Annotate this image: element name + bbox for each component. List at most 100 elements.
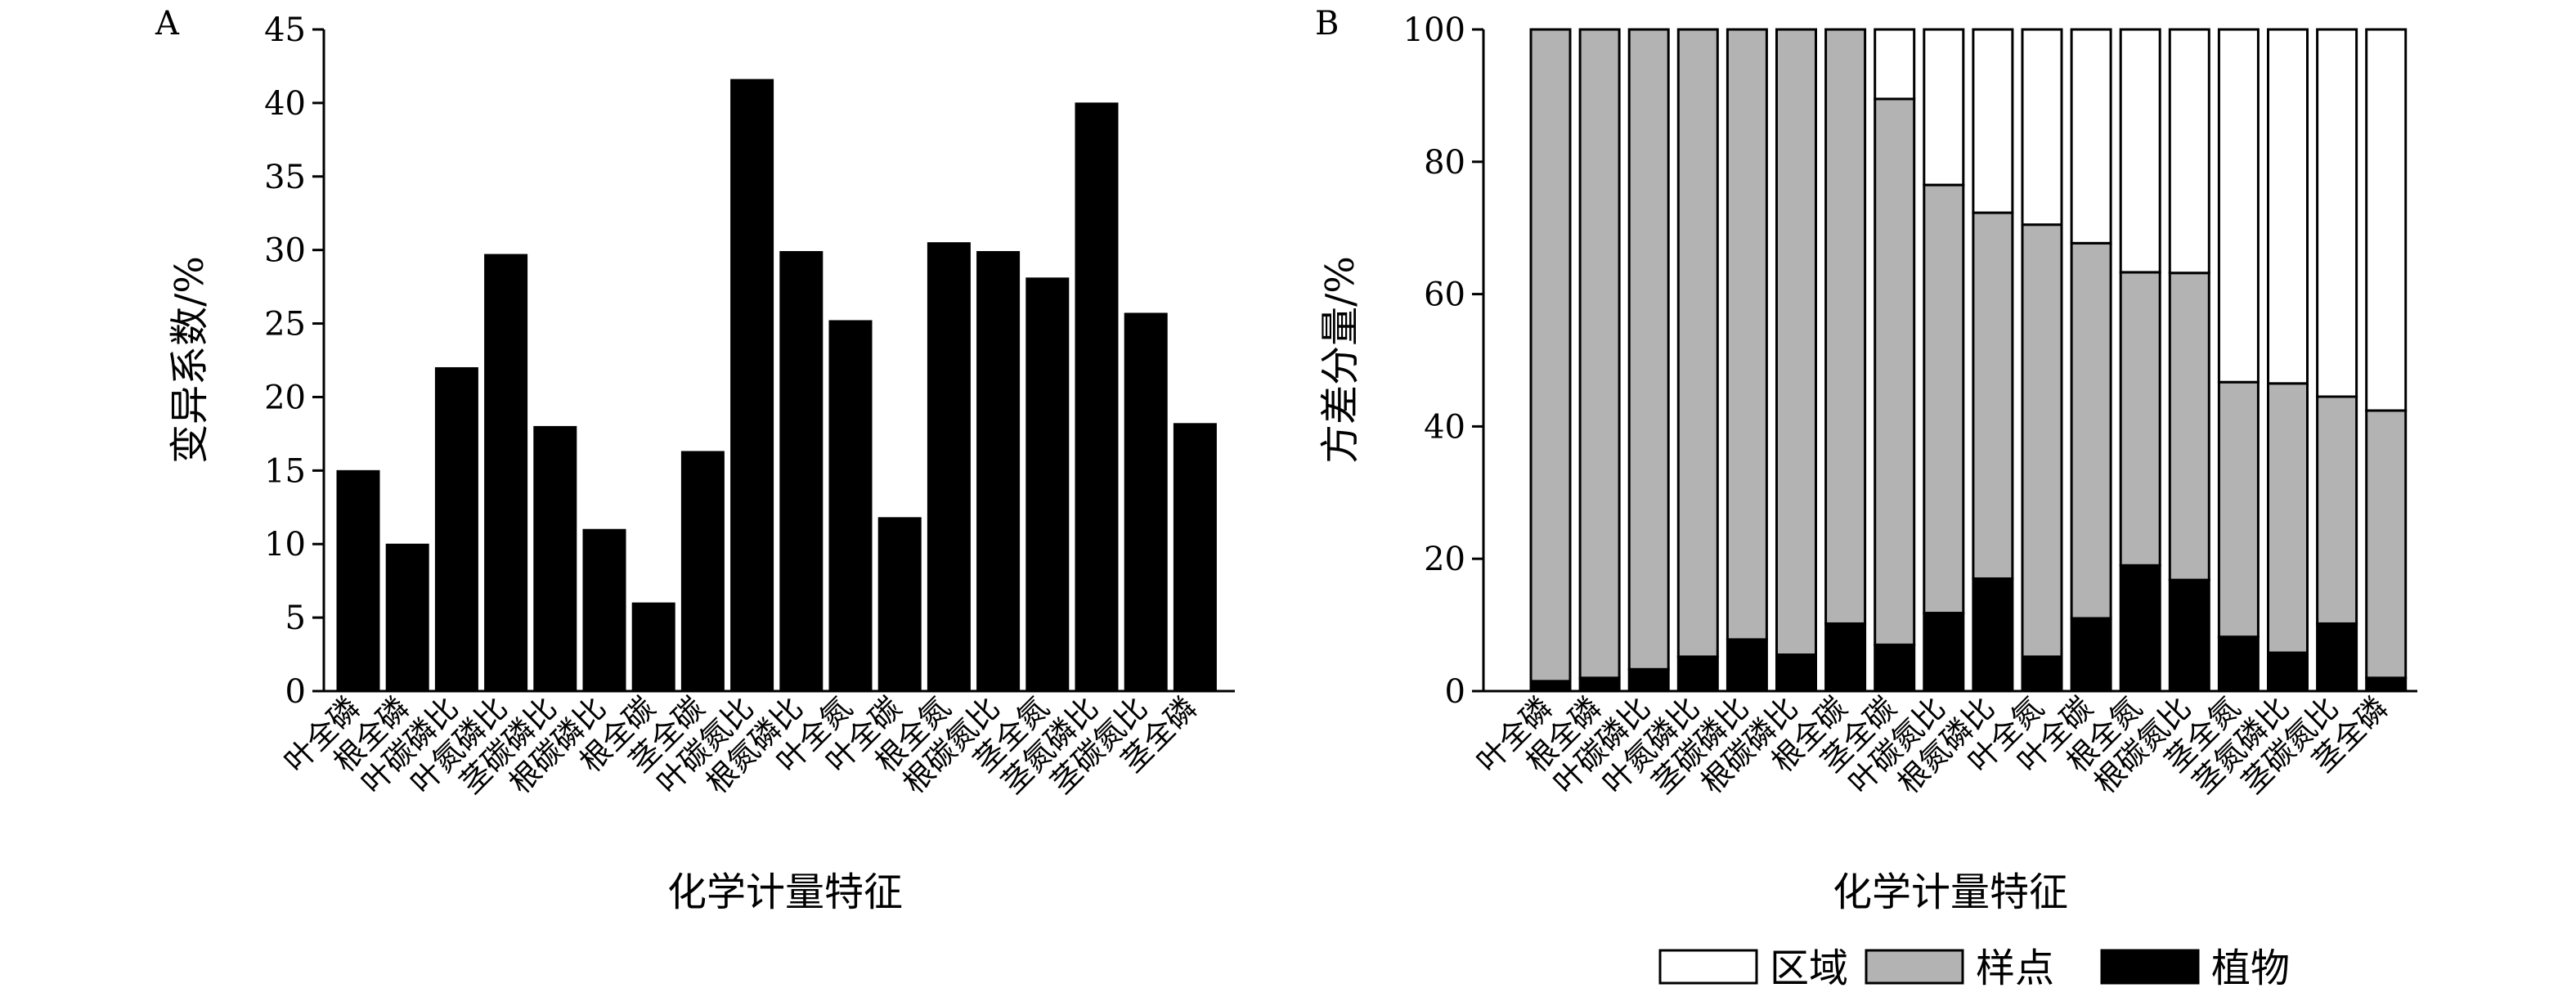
panel-a-y-tick-label: 20 bbox=[264, 379, 306, 416]
panel-a-bar bbox=[582, 528, 626, 692]
panel-b-bar-segment bbox=[2070, 241, 2112, 620]
panel-b-bar-segment bbox=[1676, 655, 1719, 693]
panel-b-y-tick-label: 100 bbox=[1403, 11, 1465, 49]
panel-b-y-tick-label: 0 bbox=[1445, 673, 1465, 711]
panel-b-bar-segment bbox=[1824, 28, 1867, 625]
panel-b-bar-segment bbox=[2021, 28, 2063, 227]
panel-b-bar-segment bbox=[1627, 28, 1670, 671]
panel-a-bar bbox=[434, 366, 478, 692]
panel-b-bar-segment bbox=[2267, 28, 2309, 385]
panel-a-y-tick-label: 35 bbox=[264, 159, 306, 196]
panel-a-label: A bbox=[155, 5, 180, 43]
panel-b-bar-segment bbox=[2119, 28, 2161, 274]
panel-b-bar-segment bbox=[1676, 28, 1719, 658]
panel-b-bar-segment bbox=[1923, 612, 1965, 693]
panel-b-bar-segment bbox=[2217, 380, 2260, 639]
panel-b-bar-segment bbox=[1824, 622, 1867, 693]
panel-b-y-tick-label: 40 bbox=[1424, 408, 1465, 446]
panel-a-bars bbox=[336, 79, 1217, 692]
panel-b-bar-segment bbox=[2119, 271, 2161, 567]
panel-b-bar-segment bbox=[2316, 622, 2358, 693]
panel-b-bar-segment bbox=[1775, 653, 1817, 693]
panel-b-bar-segment bbox=[1726, 28, 1768, 641]
panel-a-bar bbox=[730, 79, 774, 692]
panel-a-bar bbox=[779, 250, 824, 692]
panel-a-bar bbox=[976, 250, 1021, 692]
panel-a-y-tick-label: 25 bbox=[264, 306, 306, 344]
panel-a-bar bbox=[484, 254, 528, 692]
panel-b-bar-segment bbox=[2267, 651, 2309, 693]
legend-swatch bbox=[1658, 949, 1758, 985]
panel-a-y-tick-label: 30 bbox=[264, 232, 306, 270]
panel-b-bar-segment bbox=[2119, 564, 2161, 693]
legend: 区域 样点 植物 bbox=[1658, 945, 2290, 991]
panel-b-bar-segment bbox=[2365, 28, 2408, 412]
panel-b-bar-segment bbox=[1529, 28, 1572, 683]
panel-b-y-ticks: 0 20 40 60 80 100 bbox=[1403, 11, 1483, 711]
panel-b: B 0 20 40 60 80 100 叶全磷根全磷叶碳磷比叶氮磷比茎碳磷比根碳磷比根全碳… bbox=[1315, 5, 2417, 991]
panel-b-bar-segment bbox=[2365, 676, 2408, 693]
panel-a-bar bbox=[680, 451, 725, 692]
panel-a-y-tick-label: 10 bbox=[264, 526, 306, 564]
panel-a: A 0 5 10 15 20 25 30 35 40 45 叶全磷根全磷叶碳磷比叶氮磷比茎碳磷比根… bbox=[155, 5, 1235, 915]
panel-b-y-tick-label: 80 bbox=[1424, 144, 1465, 182]
panel-b-bar-segment bbox=[2070, 617, 2112, 693]
panel-b-bar-segment bbox=[1627, 667, 1670, 693]
panel-a-y-axis-title: 变异系数/% bbox=[167, 256, 213, 464]
panel-a-y-tick-label: 40 bbox=[264, 85, 306, 123]
panel-a-y-ticks: 0 5 10 15 20 25 30 35 40 45 bbox=[264, 11, 324, 711]
panel-b-bar-segment bbox=[1726, 638, 1768, 693]
panel-a-bar bbox=[533, 425, 577, 692]
panel-a-bar bbox=[385, 543, 429, 692]
panel-a-bar bbox=[1124, 312, 1168, 692]
panel-b-y-axis-title: 方差分量/% bbox=[1317, 256, 1363, 464]
panel-b-bar-segment bbox=[1923, 183, 1965, 615]
legend-label: 样点 bbox=[1976, 945, 2054, 991]
panel-b-bar-segment bbox=[1923, 28, 1965, 186]
panel-b-bar-segment bbox=[1578, 28, 1621, 680]
panel-b-bar-segment bbox=[2021, 655, 2063, 693]
panel-a-bar bbox=[1075, 102, 1119, 692]
panel-b-y-tick-label: 20 bbox=[1424, 541, 1465, 578]
panel-a-y-tick-label: 15 bbox=[264, 452, 306, 490]
panel-b-x-axis-title: 化学计量特征 bbox=[1833, 869, 2068, 915]
panel-b-y-tick-label: 60 bbox=[1424, 276, 1465, 314]
panel-b-bar-segment bbox=[1529, 680, 1572, 693]
panel-a-bar bbox=[336, 469, 380, 692]
panel-b-bar-segment bbox=[1578, 676, 1621, 693]
panel-b-bar-segment bbox=[1972, 577, 2014, 693]
panel-b-bar-segment bbox=[2217, 28, 2260, 384]
panel-a-bar bbox=[927, 242, 971, 692]
panel-b-bar-segment bbox=[1775, 28, 1817, 657]
panel-a-y-tick-label: 45 bbox=[264, 11, 306, 49]
legend-swatch bbox=[2100, 949, 2200, 985]
panel-b-bar-segment bbox=[2217, 635, 2260, 693]
panel-b-bar-segment bbox=[2316, 395, 2358, 625]
legend-swatch bbox=[1865, 949, 1964, 985]
panel-a-y-tick-label: 5 bbox=[285, 600, 306, 637]
panel-b-label: B bbox=[1315, 5, 1339, 43]
panel-b-bars bbox=[1529, 28, 2408, 693]
panel-a-bar bbox=[877, 517, 922, 692]
panel-a-bar bbox=[828, 320, 873, 692]
panel-a-y-tick-label: 0 bbox=[285, 673, 306, 711]
panel-a-x-axis-title: 化学计量特征 bbox=[667, 869, 903, 915]
panel-b-bar-segment bbox=[1874, 643, 1916, 693]
panel-b-bar-segment bbox=[1874, 28, 1916, 101]
panel-b-bar-segment bbox=[2168, 272, 2210, 582]
panel-b-bar-segment bbox=[1972, 28, 2014, 214]
panel-b-bar-segment bbox=[1972, 211, 2014, 580]
panel-b-bar-segment bbox=[2267, 382, 2309, 654]
panel-a-x-tick-labels: 叶全磷根全磷叶碳磷比叶氮磷比茎碳磷比根碳磷比根全碳茎全碳叶碳氮比根氮磷比叶全氮叶… bbox=[277, 690, 1203, 801]
panel-a-bar bbox=[1025, 277, 1070, 692]
panel-b-bar-segment bbox=[1874, 97, 1916, 646]
panel-b-bar-segment bbox=[2168, 578, 2210, 693]
legend-label: 植物 bbox=[2211, 945, 2290, 991]
panel-b-bar-segment bbox=[2365, 409, 2408, 680]
panel-a-bar bbox=[631, 602, 675, 692]
panel-b-bar-segment bbox=[2316, 28, 2358, 398]
panel-b-bar-segment bbox=[2021, 223, 2063, 658]
panel-a-bar bbox=[1173, 423, 1217, 692]
